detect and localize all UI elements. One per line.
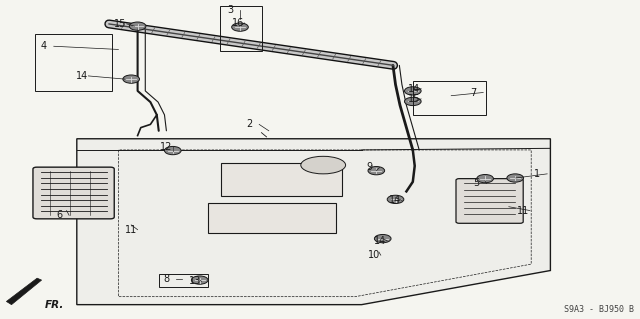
Circle shape [232, 23, 248, 31]
Text: 10: 10 [368, 250, 380, 260]
Circle shape [191, 276, 208, 284]
Text: 14: 14 [408, 84, 420, 94]
Text: 16: 16 [232, 18, 244, 28]
Polygon shape [6, 278, 42, 305]
Circle shape [368, 167, 385, 175]
Circle shape [164, 146, 181, 155]
Text: 15: 15 [114, 19, 126, 29]
Bar [220, 6, 262, 51]
Bar [413, 81, 486, 115]
Text: 3: 3 [227, 5, 234, 15]
Bar [221, 163, 342, 196]
Text: 5: 5 [474, 178, 480, 189]
Circle shape [374, 234, 391, 243]
Bar [35, 34, 112, 91]
Text: 6: 6 [56, 210, 63, 220]
FancyBboxPatch shape [456, 179, 524, 223]
Circle shape [477, 174, 493, 183]
Circle shape [404, 97, 421, 106]
Text: 9: 9 [367, 162, 373, 173]
Bar [159, 274, 208, 287]
Text: 11: 11 [517, 205, 529, 216]
Text: 13: 13 [189, 276, 201, 286]
Text: 14: 14 [389, 195, 401, 205]
Circle shape [507, 174, 524, 182]
Text: FR.: FR. [45, 300, 64, 310]
Text: 7: 7 [470, 87, 477, 98]
Text: 2: 2 [246, 119, 253, 130]
Text: S9A3 - BJ950 B: S9A3 - BJ950 B [564, 305, 634, 314]
Text: 12: 12 [160, 142, 172, 152]
Text: 15: 15 [408, 94, 420, 104]
Text: 11: 11 [125, 225, 137, 235]
FancyBboxPatch shape [33, 167, 114, 219]
Bar [208, 203, 336, 233]
Text: 4: 4 [41, 41, 47, 51]
Circle shape [123, 75, 140, 83]
Text: 1: 1 [534, 169, 541, 179]
Text: 14: 14 [374, 236, 387, 246]
Ellipse shape [301, 156, 346, 174]
Circle shape [387, 195, 404, 204]
Circle shape [129, 22, 146, 30]
Text: 14: 14 [76, 71, 88, 81]
Text: 8: 8 [163, 274, 170, 284]
Polygon shape [77, 139, 550, 305]
Circle shape [404, 87, 421, 95]
